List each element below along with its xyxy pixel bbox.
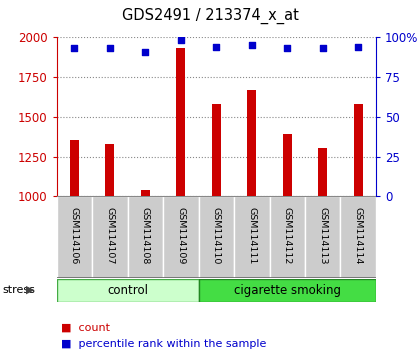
Text: control: control (107, 284, 148, 297)
Bar (176, 48, 185, 196)
Bar (105, 144, 114, 196)
Bar (92, 196, 128, 278)
Bar (57, 196, 92, 278)
Bar (70, 140, 79, 196)
Point (284, 46, 291, 51)
Point (248, 42, 255, 48)
Text: GSM114106: GSM114106 (70, 207, 79, 264)
Bar (318, 148, 327, 196)
Text: stress: stress (2, 285, 35, 295)
Bar (57, 279, 199, 302)
Bar (212, 104, 221, 196)
Bar (199, 279, 376, 302)
Bar (128, 196, 163, 278)
Text: GSM114113: GSM114113 (318, 207, 327, 264)
Text: GSM114114: GSM114114 (354, 207, 362, 264)
Point (355, 44, 362, 50)
Bar (163, 196, 199, 278)
Bar (305, 196, 341, 278)
Text: GSM114108: GSM114108 (141, 207, 150, 264)
Bar (234, 196, 270, 278)
Point (319, 46, 326, 51)
Text: cigarette smoking: cigarette smoking (234, 284, 341, 297)
Point (71, 46, 78, 51)
Bar (354, 104, 362, 196)
Bar (141, 190, 150, 196)
Bar (270, 196, 305, 278)
Text: GSM114110: GSM114110 (212, 207, 221, 264)
Point (178, 38, 184, 43)
Point (107, 46, 113, 51)
Text: ▶: ▶ (26, 285, 34, 295)
Point (142, 48, 149, 54)
Text: GSM114107: GSM114107 (105, 207, 114, 264)
Text: GSM114109: GSM114109 (176, 207, 185, 264)
Text: ■  percentile rank within the sample: ■ percentile rank within the sample (61, 339, 266, 349)
Text: GSM114111: GSM114111 (247, 207, 256, 264)
Text: GSM114112: GSM114112 (283, 207, 292, 264)
Text: GDS2491 / 213374_x_at: GDS2491 / 213374_x_at (121, 8, 299, 24)
Bar (199, 196, 234, 278)
Text: ■  count: ■ count (61, 322, 110, 332)
Bar (247, 90, 256, 196)
Bar (283, 133, 291, 196)
Point (213, 44, 220, 50)
Bar (341, 196, 376, 278)
